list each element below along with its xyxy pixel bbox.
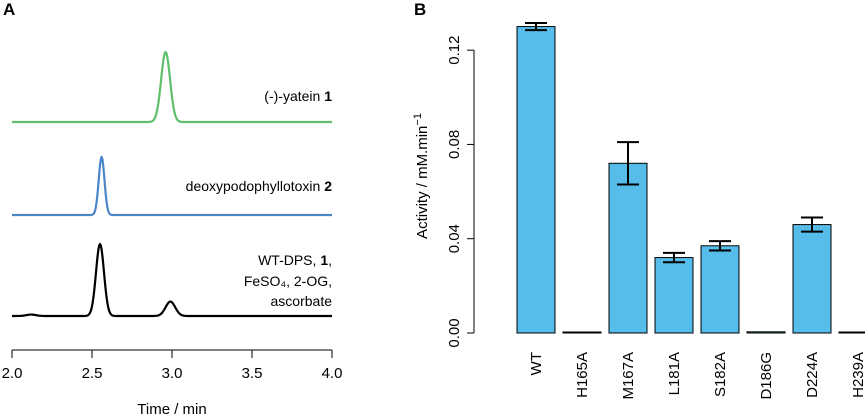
x-tick-label: 4.0	[322, 365, 343, 382]
panel-b-category-labels: WT H165A M167A L181A S182A D186G D224A H239A	[528, 352, 865, 400]
bar-H239A	[838, 331, 865, 334]
panel-b-bar-chart: B 0.00 0.04 0.08 0.12 WT H165A M167A L181A S182…	[412, 0, 865, 400]
bar-S182A	[700, 245, 740, 334]
bar-D186G	[746, 331, 786, 334]
panel-b-letter: B	[414, 0, 426, 19]
panel-a-letter: A	[3, 0, 15, 19]
trace-label-2: deoxypodophyllotoxin 2	[186, 178, 333, 194]
trace-label-3-line-3: ascorbate	[271, 293, 333, 309]
x-tick-label: 3.5	[242, 365, 263, 382]
category-label-M167A: M167A	[620, 352, 637, 400]
category-label-D186G: D186G	[758, 352, 775, 400]
bar-M167A	[608, 162, 648, 334]
category-label-D224A: D224A	[804, 352, 821, 398]
trace-label-3-line-1: WT-DPS, 1,	[258, 252, 332, 268]
x-tick-label: 2.5	[82, 365, 103, 382]
y-tick-label: 0.12	[446, 36, 463, 65]
panel-b-y-axis-title: Activity / mM.min−1	[412, 113, 431, 239]
trace-label-1: (-)-yatein 1	[264, 88, 332, 104]
bar-L181A	[654, 257, 694, 334]
category-label-H165A: H165A	[574, 352, 591, 398]
panel-a-x-axis-title: Time / min	[137, 401, 206, 418]
category-label-H239A: H239A	[850, 352, 865, 398]
category-label-L181A: L181A	[666, 352, 683, 395]
trace-1	[11, 50, 333, 124]
panel-a-x-ticks: 2.0 2.5 3.0 3.5 4.0	[2, 350, 343, 382]
y-tick-label: 0.08	[446, 130, 463, 159]
panel-b-y-ticks: 0.00 0.04 0.08 0.12	[446, 36, 474, 348]
panel-a-chromatogram: A (-)-yatein 1 deoxypodophyllotoxin 2 WT-D…	[2, 0, 343, 418]
trace-label-3-line-2: FeSO₄, 2-OG,	[244, 273, 332, 289]
category-label-S182A: S182A	[712, 352, 729, 397]
bar-WT	[516, 26, 556, 334]
x-tick-label: 2.0	[2, 365, 23, 382]
y-tick-label: 0.00	[446, 318, 463, 347]
y-tick-label: 0.04	[446, 224, 463, 253]
error-bars	[525, 22, 823, 264]
trace-labels: (-)-yatein 1 deoxypodophyllotoxin 2 WT-DPS…	[186, 88, 333, 309]
category-label-WT: WT	[528, 352, 545, 375]
trace-3	[11, 242, 333, 318]
activity-bars	[516, 26, 865, 334]
x-tick-label: 3.0	[162, 365, 183, 382]
trace-2	[11, 155, 333, 217]
bar-D224A	[792, 224, 832, 334]
chromatogram-traces	[11, 50, 333, 318]
bar-H165A	[562, 331, 602, 334]
